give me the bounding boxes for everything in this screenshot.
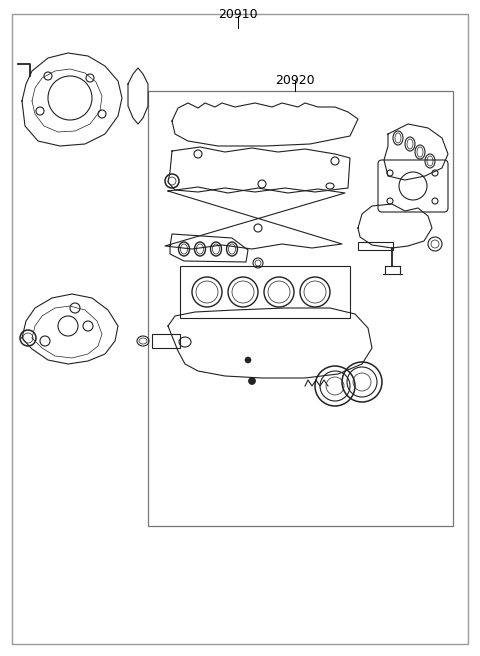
Bar [358, 242, 393, 250]
Bar [148, 91, 453, 526]
Text: 20910: 20910 [218, 8, 258, 21]
Text: 20920: 20920 [275, 74, 315, 87]
Bar [152, 334, 180, 348]
Circle shape [245, 357, 251, 363]
Circle shape [249, 377, 255, 384]
Bar [180, 266, 350, 318]
